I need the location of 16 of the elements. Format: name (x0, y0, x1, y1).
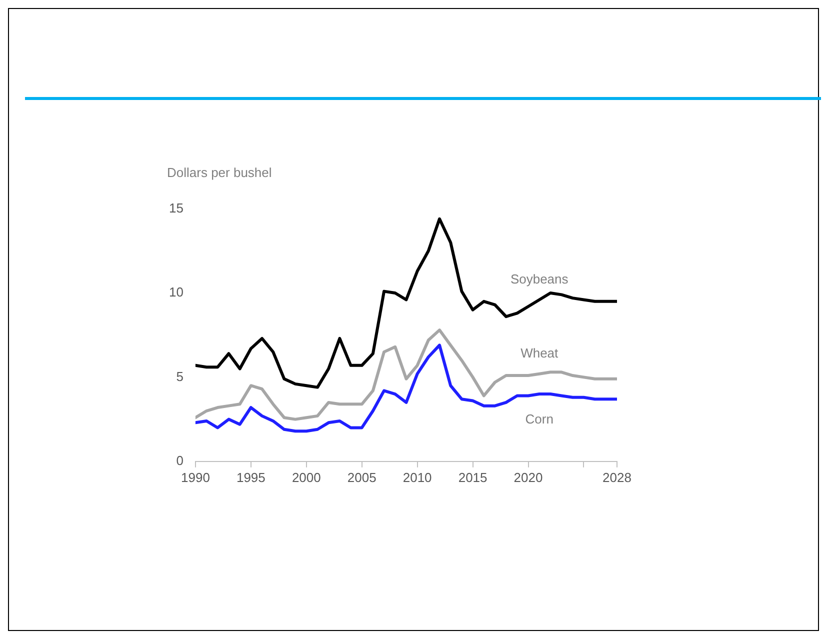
y-tick-label: 15 (168, 200, 184, 216)
x-tick-label: 1990 (181, 470, 210, 485)
x-tick-label: 2000 (292, 470, 321, 485)
x-tick-label: 2015 (458, 470, 488, 485)
series-label: Wheat (520, 345, 559, 360)
x-tick-label: 2005 (347, 470, 376, 485)
y-tick-label: 5 (176, 368, 184, 384)
y-axis-title: Dollars per bushel (167, 165, 272, 180)
x-tick-label: 2010 (402, 470, 432, 485)
series-label: Soybeans (510, 271, 569, 286)
x-tick-label: 1995 (236, 470, 266, 485)
y-tick-label: 10 (168, 284, 184, 300)
series-label: Corn (525, 412, 554, 427)
x-tick-label: 2028 (602, 470, 632, 485)
y-tick-label: 0 (176, 452, 184, 468)
x-tick-label: 2020 (514, 470, 543, 485)
